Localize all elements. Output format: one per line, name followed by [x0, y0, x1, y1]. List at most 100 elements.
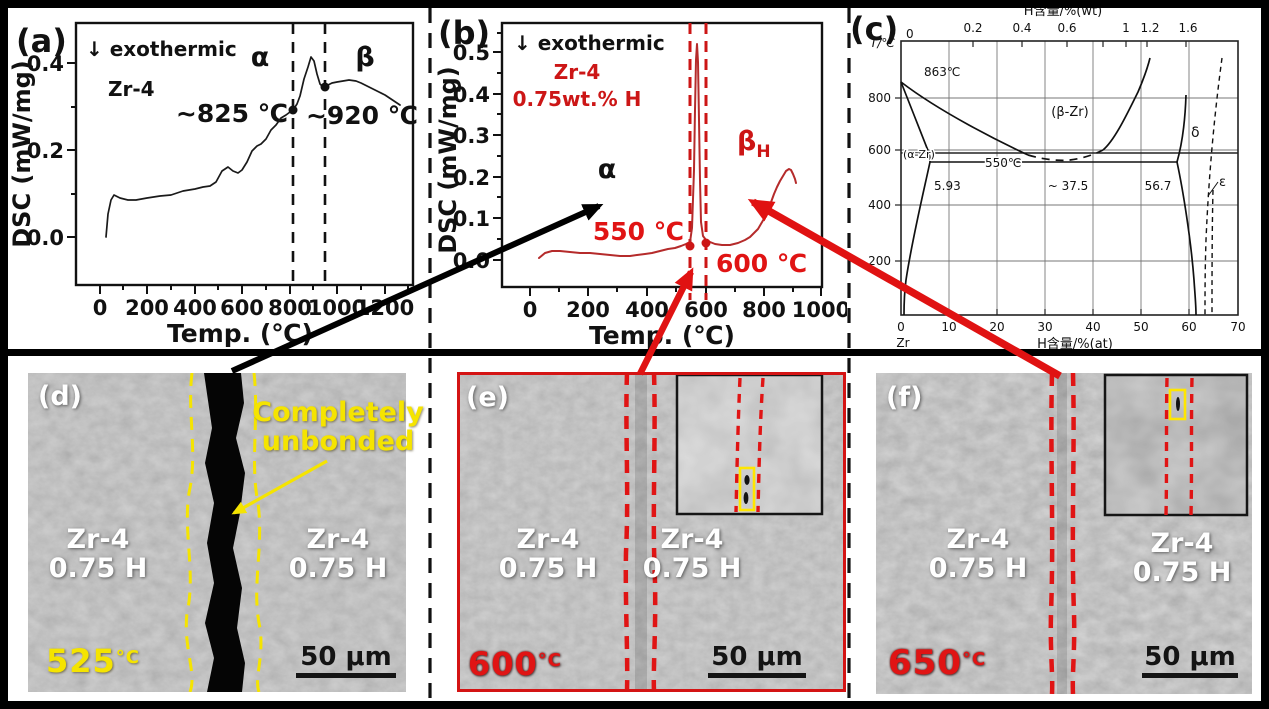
c-btick-20: 20: [989, 320, 1004, 334]
b-xtick-5: 1000: [792, 298, 847, 322]
micrograph-f-image: [876, 373, 1252, 694]
temp-unit: °C: [537, 650, 563, 671]
material-name: Zr-4: [66, 524, 130, 555]
a-ytick-0: 0.0: [27, 226, 64, 250]
a-beta-phase-label: β: [355, 42, 374, 73]
panel-a-dsc-chart: 0.0 0.2 0.4 0 200 400 600 800 1000 1200 …: [8, 21, 418, 348]
c-550C-label: 550℃: [985, 156, 1021, 170]
f-panel-letter: (f): [886, 382, 923, 413]
c-panel-letter: (c): [850, 10, 898, 48]
scale-text: 50 μm: [1144, 642, 1236, 672]
a-xtick-3: 600: [220, 296, 264, 320]
e-interface-dashed-lines: [623, 372, 658, 692]
b-point-600: [701, 238, 711, 248]
c-grid: [901, 41, 1238, 315]
material-name: Zr-4: [946, 524, 1010, 555]
c-btick-30: 30: [1037, 320, 1052, 334]
a-xtick-1: 200: [125, 296, 169, 320]
b-beta-h-phase-label: βH: [737, 126, 771, 162]
e-scale-bar: 50 μm: [708, 644, 806, 678]
a-alpha-phase-label: α: [251, 42, 270, 73]
c-btick-50: 50: [1133, 320, 1148, 334]
c-alpha-zr-label: (α-Zr): [903, 148, 935, 161]
b-xtick-1: 200: [566, 298, 610, 322]
a-sample-label: Zr-4: [108, 77, 155, 101]
c-toptick-2: 0.4: [1012, 21, 1031, 35]
d-right-material-label: Zr-4 0.75 H: [268, 525, 408, 583]
c-beta-zr-label: (β-Zr): [1051, 105, 1088, 120]
e-left-material-label: Zr-4 0.75 H: [478, 525, 618, 583]
c-delta-label: δ: [1191, 125, 1200, 141]
c-frame: [900, 40, 1239, 316]
f-scale-bar: 50 μm: [1142, 644, 1238, 678]
micrograph-e: [457, 372, 846, 692]
b-sample-label: Zr-4: [554, 60, 601, 84]
d-callout-line2: unbonded: [261, 425, 415, 457]
temp-value: 525: [46, 642, 116, 680]
c-ytick-200: 200: [868, 254, 891, 268]
b-sample-conc-label: 0.75wt.% H: [513, 87, 642, 111]
b-xtick-4: 800: [742, 298, 786, 322]
c-toptick-6: 1.6: [1178, 21, 1197, 35]
d-scale-bar: 50 μm: [296, 644, 396, 678]
c-btick-0: 0: [897, 320, 905, 334]
a-yaxis-label: DSC (mW/mg): [8, 60, 36, 248]
d-temperature-label: 525°C: [46, 642, 140, 680]
scale-text: 50 μm: [711, 642, 803, 672]
scale-bar-line: [708, 673, 806, 678]
f-temperature-label: 650°C: [888, 643, 986, 683]
a-t825-label: ~825 ℃: [176, 99, 288, 128]
b-point-550: [685, 241, 695, 251]
a-xtick-6: 1200: [356, 296, 414, 320]
a-ytick-2: 0.4: [27, 52, 64, 76]
a-ytick-1: 0.2: [27, 139, 64, 163]
c-axis-ticks: [895, 41, 1190, 315]
c-567-label: 56.7: [1145, 179, 1172, 193]
c-btick-40: 40: [1085, 320, 1100, 334]
c-taxis-label: T/℃: [870, 36, 895, 50]
a-point-920: [320, 82, 330, 92]
unbonded-outline-dashed: [184, 373, 263, 692]
c-epsilon-label: ε: [1219, 175, 1226, 190]
micrograph-e-image: [457, 372, 846, 692]
e-panel-letter: (e): [466, 382, 509, 413]
c-ytick-400: 400: [868, 198, 891, 212]
panel-c-phase-diagram: T/℃ 0 0.2 0.4 0.6 1 1.2 1.6 H含量/%(wt) 80…: [850, 3, 1246, 352]
material-name: Zr-4: [660, 524, 724, 555]
b-exothermic-note: ↓ exothermic: [514, 31, 665, 55]
material-conc: 0.75 H: [642, 553, 742, 585]
c-863C-label: 863℃: [924, 65, 960, 79]
material-name: Zr-4: [516, 524, 580, 555]
b-ytick-3: 0.3: [453, 124, 490, 148]
c-375-label: ~ 37.5: [1048, 179, 1089, 193]
c-593-label: 5.93: [934, 179, 961, 193]
d-left-material-label: Zr-4 0.75 H: [33, 525, 163, 583]
b-xtick-2: 400: [625, 298, 669, 322]
c-top-axis-title: H含量/%(wt): [1024, 3, 1102, 19]
a-xtick-4: 800: [268, 296, 312, 320]
c-ytick-800: 800: [868, 91, 891, 105]
b-panel-letter: (b): [438, 14, 490, 52]
c-btick-70: 70: [1230, 320, 1245, 334]
f-right-material-label: Zr-4 0.75 H: [1112, 529, 1252, 587]
f-inset: [1103, 373, 1249, 517]
material-name: Zr-4: [1150, 528, 1214, 559]
material-conc: 0.75 H: [1132, 557, 1232, 589]
material-name: Zr-4: [306, 524, 370, 555]
e-temperature-label: 600°C: [468, 645, 562, 683]
d-callout-line1: Completely: [252, 397, 424, 428]
e-right-material-label: Zr-4 0.75 H: [622, 525, 762, 583]
unbonded-callout-arrow: [231, 459, 328, 515]
d-panel-letter: (d): [38, 381, 83, 412]
c-toptick-5: 1.2: [1140, 21, 1159, 35]
unbonded-gap: [204, 373, 245, 692]
a-xtick-0: 0: [93, 296, 108, 320]
a-xtick-2: 400: [173, 296, 217, 320]
e-inset: [675, 373, 824, 516]
a-exothermic-note: ↓ exothermic: [86, 37, 237, 61]
f-interface-dashed-lines: [1048, 373, 1077, 694]
micrograph-f: [876, 373, 1252, 694]
e-inset-highlight-box: [738, 466, 756, 512]
a-point-825: [288, 105, 298, 115]
a-dsc-curve: [105, 56, 401, 238]
